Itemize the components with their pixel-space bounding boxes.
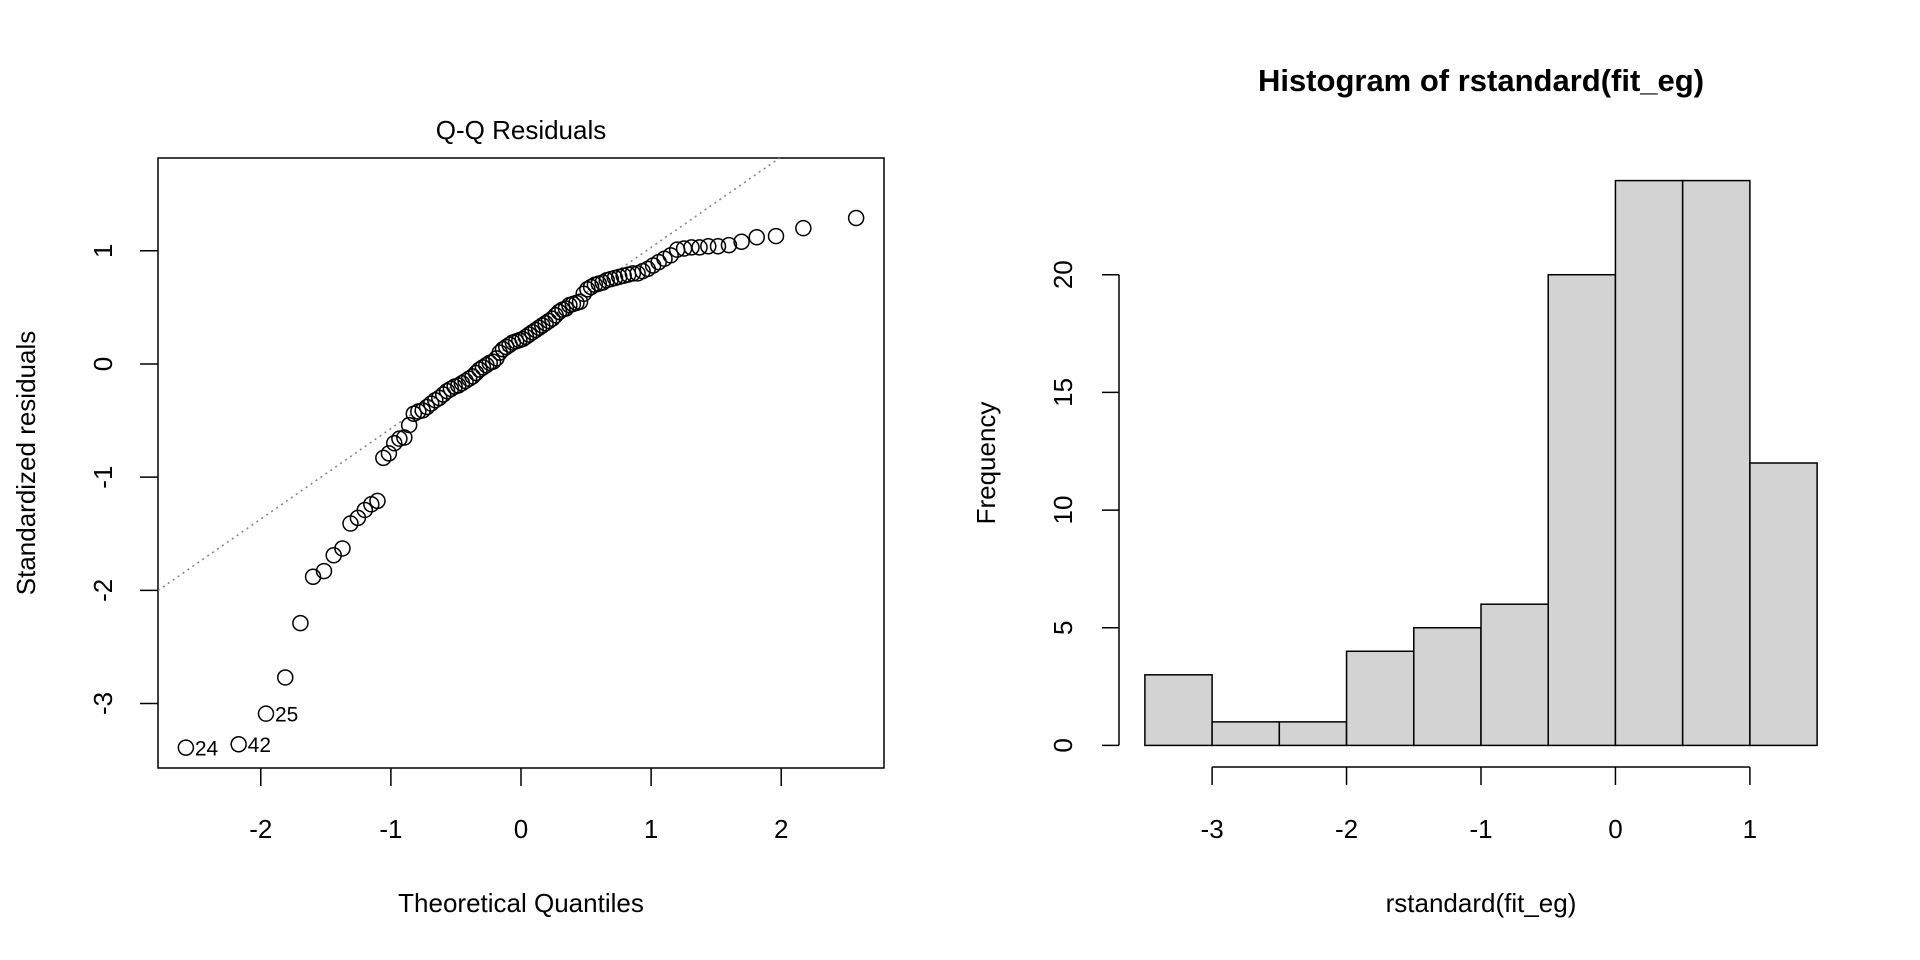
hist-ylabel: Frequency <box>971 402 1001 525</box>
qq-point <box>571 293 589 310</box>
qq-point <box>767 227 785 245</box>
hist-y-tick-label: 5 <box>1048 621 1078 635</box>
qq-point-label: 25 <box>275 704 298 727</box>
hist-xlabel: rstandard(fit_eg) <box>1386 888 1577 918</box>
hist-x-tick-label: 0 <box>1608 814 1622 844</box>
histogram-panel: Histogram of rstandard(fit_eg) rstandard… <box>971 63 1818 918</box>
qq-point <box>369 492 386 510</box>
qq-plot-box <box>157 157 885 769</box>
qq-point <box>594 274 611 291</box>
qq-point <box>292 614 309 632</box>
qq-point <box>375 449 392 467</box>
qq-x-tick-label: 0 <box>514 814 528 844</box>
qq-x-tick-label: 1 <box>644 814 658 844</box>
qq-point <box>748 228 765 246</box>
hist-bar <box>1681 179 1751 747</box>
hist-x-tick-label: -2 <box>1335 814 1358 844</box>
hist-bar <box>1547 273 1617 747</box>
qq-x-tick-label: 2 <box>774 814 788 844</box>
qq-point <box>386 434 403 452</box>
qq-point <box>400 416 418 434</box>
hist-y-tick-label: 10 <box>1048 496 1078 525</box>
hist-bar <box>1749 462 1818 747</box>
qq-point <box>700 238 717 255</box>
qq-point <box>380 445 398 462</box>
qq-point <box>662 247 679 264</box>
qq-point <box>356 501 374 519</box>
qq-point <box>442 380 460 398</box>
qq-x-tick-label: -2 <box>249 814 272 844</box>
hist-y-tick-label: 15 <box>1048 378 1078 407</box>
qq-y-tick-label: 1 <box>88 244 118 258</box>
hist-y-tick-label: 20 <box>1048 260 1078 289</box>
hist-x-tick-label: 1 <box>1743 814 1757 844</box>
hist-y-tick-label: 0 <box>1048 738 1078 752</box>
qq-point <box>304 568 322 585</box>
hist-x-tick-label: -1 <box>1469 814 1492 844</box>
qq-point <box>582 278 600 296</box>
qq-ylabel: Standardized residuals <box>11 331 41 596</box>
qq-point <box>795 219 812 237</box>
qq-point-label: 42 <box>248 734 271 757</box>
qq-point <box>847 209 865 227</box>
hist-bar <box>1345 650 1415 747</box>
qq-point <box>177 739 195 756</box>
qq-plot-panel: Q-Q Residuals Theoretical Quantiles Stan… <box>11 115 885 918</box>
qq-point-label: 24 <box>195 738 219 761</box>
qq-y-tick-label: -2 <box>88 579 118 602</box>
qq-point <box>639 260 656 278</box>
qq-point <box>230 735 247 753</box>
qq-point <box>277 669 294 686</box>
hist-bar <box>1211 721 1281 747</box>
qq-title: Q-Q Residuals <box>436 115 607 145</box>
qq-point <box>683 239 700 256</box>
hist-bar <box>1144 674 1213 747</box>
qq-xlabel: Theoretical Quantiles <box>398 888 644 918</box>
qq-x-tick-label: -1 <box>379 814 402 844</box>
qq-y-tick-label: 0 <box>88 357 118 371</box>
hist-bar <box>1278 721 1348 747</box>
hist-x-tick-label: -3 <box>1201 814 1224 844</box>
hist-bar <box>1480 603 1549 747</box>
qq-y-tick-label: -1 <box>88 466 118 489</box>
qq-point <box>257 705 275 722</box>
hist-title: Histogram of rstandard(fit_eg) <box>1258 63 1704 98</box>
qq-y-tick-label: -3 <box>88 692 118 715</box>
qq-point <box>691 239 708 256</box>
qq-point <box>709 238 727 255</box>
qq-point <box>733 233 750 250</box>
qq-point <box>720 236 738 254</box>
hist-bar <box>1614 179 1684 747</box>
qq-point <box>315 562 333 580</box>
qq-point <box>624 265 642 282</box>
qq-point <box>422 395 440 412</box>
qq-point <box>334 540 351 557</box>
hist-bar <box>1413 626 1482 747</box>
